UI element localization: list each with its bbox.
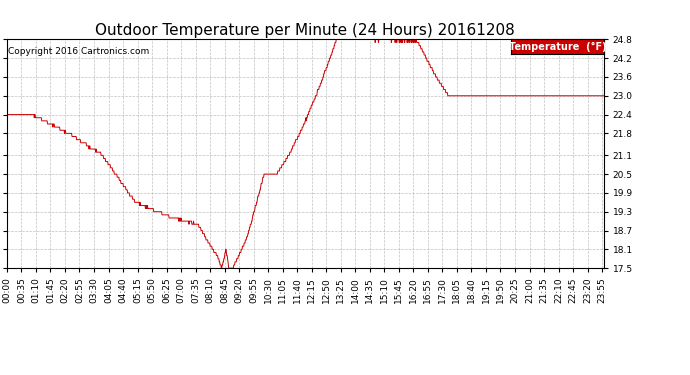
Title: Outdoor Temperature per Minute (24 Hours) 20161208: Outdoor Temperature per Minute (24 Hours…: [95, 23, 515, 38]
Text: Copyright 2016 Cartronics.com: Copyright 2016 Cartronics.com: [8, 47, 150, 56]
